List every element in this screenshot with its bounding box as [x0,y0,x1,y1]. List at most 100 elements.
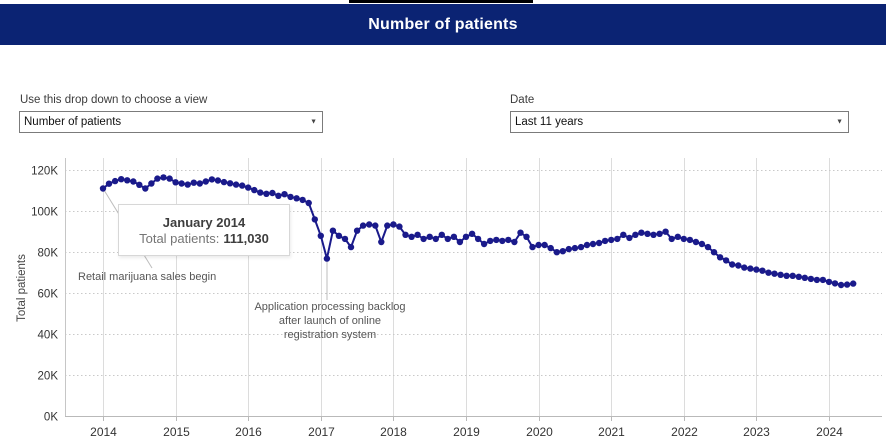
data-point[interactable] [595,239,603,247]
data-point[interactable] [722,257,730,264]
data-point[interactable] [529,243,536,251]
data-point[interactable] [608,236,615,244]
data-point[interactable] [559,248,566,255]
data-point[interactable] [245,184,252,191]
data-point[interactable] [601,237,609,245]
data-point[interactable] [487,237,494,245]
data-point[interactable] [438,231,445,238]
data-point[interactable] [263,190,270,197]
data-point[interactable] [680,235,687,243]
data-point[interactable] [813,276,821,284]
data-point[interactable] [480,240,488,248]
data-point[interactable] [499,237,506,245]
data-point[interactable] [281,191,288,198]
data-point[interactable] [644,230,651,237]
data-point[interactable] [837,281,845,289]
data-point[interactable] [729,261,736,268]
data-point[interactable] [638,229,645,236]
data-point[interactable] [372,222,379,229]
data-point[interactable] [154,175,161,182]
data-point[interactable] [251,186,258,194]
data-point[interactable] [462,233,470,240]
data-point[interactable] [366,221,373,228]
data-point[interactable] [716,254,724,261]
data-point[interactable] [456,238,464,246]
data-point[interactable] [517,229,524,236]
data-point[interactable] [202,178,209,185]
data-point[interactable] [825,278,833,286]
data-point[interactable] [335,232,343,239]
data-point[interactable] [359,222,367,229]
data-point[interactable] [614,235,621,243]
data-point[interactable] [523,233,530,240]
data-point[interactable] [583,241,591,249]
data-point[interactable] [130,178,137,185]
data-point[interactable] [414,231,421,238]
data-point[interactable] [831,280,839,287]
data-point[interactable] [124,177,131,184]
data-point[interactable] [843,281,851,288]
data-point[interactable] [347,243,355,251]
data-point[interactable] [111,177,119,185]
data-point[interactable] [662,228,669,235]
view-select[interactable]: Number of patients [19,111,323,133]
data-point[interactable] [214,177,222,184]
data-point[interactable] [166,175,173,182]
data-point[interactable] [807,275,815,283]
data-point[interactable] [692,238,700,246]
data-point[interactable] [105,180,113,187]
data-point[interactable] [553,249,560,256]
data-point[interactable] [710,249,718,256]
data-point[interactable] [789,272,796,279]
data-point[interactable] [402,231,409,238]
data-point[interactable] [468,230,476,237]
data-point[interactable] [232,181,240,188]
data-point[interactable] [142,185,149,192]
data-point[interactable] [801,274,808,281]
data-point[interactable] [759,267,766,274]
data-point[interactable] [850,280,857,287]
data-point[interactable] [735,262,742,269]
data-point[interactable] [795,273,802,280]
data-point[interactable] [220,178,228,186]
data-point[interactable] [118,176,125,183]
data-point[interactable] [650,231,657,238]
data-point[interactable] [777,271,784,278]
data-point[interactable] [257,189,264,196]
data-point[interactable] [353,227,361,234]
data-point[interactable] [771,270,778,277]
data-point[interactable] [450,233,458,240]
data-point[interactable] [668,235,675,243]
data-point[interactable] [765,269,772,276]
data-point[interactable] [620,231,627,238]
data-point[interactable] [311,216,318,223]
data-point[interactable] [426,233,433,240]
data-point[interactable] [136,181,143,188]
data-point[interactable] [632,231,639,238]
data-point[interactable] [698,240,706,248]
data-point[interactable] [190,179,197,186]
data-point[interactable] [196,180,203,187]
data-point[interactable] [420,235,427,243]
data-point[interactable] [505,236,512,244]
data-point[interactable] [226,180,234,187]
data-point[interactable] [99,185,107,192]
data-point[interactable] [535,241,542,249]
data-point[interactable] [783,272,790,279]
data-point[interactable] [378,238,385,246]
data-point[interactable] [269,189,276,197]
date-select[interactable]: Last 11 years [510,111,849,133]
date-dropdown[interactable]: Last 11 years ▼ [510,111,849,133]
data-point[interactable] [287,193,294,201]
data-point[interactable] [656,230,663,237]
data-point[interactable] [148,180,155,187]
data-point[interactable] [444,235,451,243]
data-point[interactable] [474,235,482,243]
data-point[interactable] [577,243,585,251]
data-point[interactable] [184,181,191,188]
data-point[interactable] [160,174,167,181]
data-point[interactable] [305,199,312,207]
data-point[interactable] [541,241,548,249]
data-point[interactable] [704,243,712,251]
data-point[interactable] [384,222,391,229]
